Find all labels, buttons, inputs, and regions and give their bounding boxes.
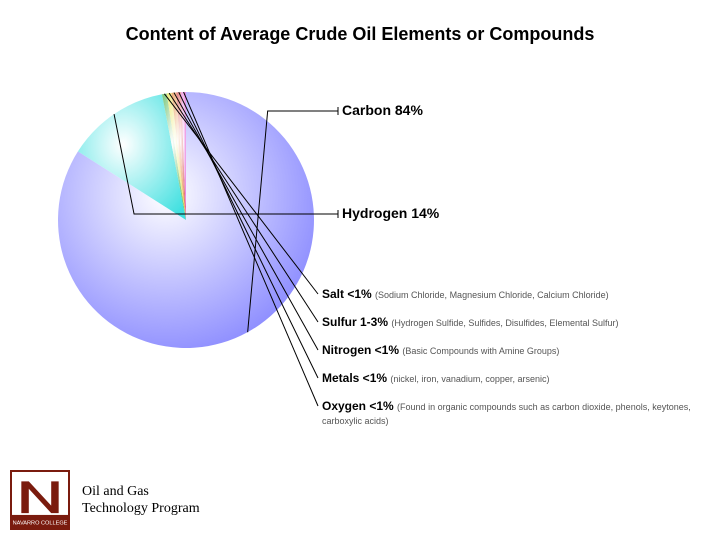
label-oxygen-main: Oxygen <1% bbox=[322, 399, 397, 413]
label-sulfur: Sulfur 1-3% (Hydrogen Sulfide, Sulfides,… bbox=[322, 316, 692, 330]
label-nitrogen-note: (Basic Compounds with Amine Groups) bbox=[402, 346, 559, 356]
label-sulfur-note: (Hydrogen Sulfide, Sulfides, Disulfides,… bbox=[391, 318, 618, 328]
slide-root: Content of Average Crude Oil Elements or… bbox=[0, 0, 720, 540]
label-salt: Salt <1% (Sodium Chloride, Magnesium Chl… bbox=[322, 288, 692, 302]
label-salt-note: (Sodium Chloride, Magnesium Chloride, Ca… bbox=[375, 290, 609, 300]
label-oxygen: Oxygen <1% (Found in organic compounds s… bbox=[322, 400, 692, 428]
label-metals-main: Metals <1% bbox=[322, 371, 390, 385]
chart-title: Content of Average Crude Oil Elements or… bbox=[0, 24, 720, 45]
label-nitrogen-main: Nitrogen <1% bbox=[322, 343, 402, 357]
label-hydrogen: Hydrogen 14% bbox=[342, 205, 712, 222]
label-nitrogen: Nitrogen <1% (Basic Compounds with Amine… bbox=[322, 344, 692, 358]
navarro-logo: NAVARRO COLLEGE bbox=[10, 470, 70, 530]
label-carbon: Carbon 84% bbox=[342, 102, 712, 119]
label-carbon-main: Carbon 84% bbox=[342, 102, 423, 118]
label-metals: Metals <1% (nickel, iron, vanadium, copp… bbox=[322, 372, 692, 386]
label-sulfur-main: Sulfur 1-3% bbox=[322, 315, 391, 329]
footer: NAVARRO COLLEGE Oil and Gas Technology P… bbox=[10, 470, 200, 530]
label-oxygen-note: (Found in organic compounds such as carb… bbox=[322, 402, 691, 426]
label-salt-main: Salt <1% bbox=[322, 287, 375, 301]
footer-line1: Oil and Gas bbox=[82, 483, 200, 501]
logo-caption: NAVARRO COLLEGE bbox=[13, 520, 68, 526]
chart-title-text: Content of Average Crude Oil Elements or… bbox=[126, 24, 595, 44]
footer-caption: Oil and Gas Technology Program bbox=[82, 483, 200, 518]
label-metals-note: (nickel, iron, vanadium, copper, arsenic… bbox=[390, 374, 549, 384]
label-hydrogen-main: Hydrogen 14% bbox=[342, 205, 439, 221]
footer-line2: Technology Program bbox=[82, 500, 200, 518]
pie-chart bbox=[58, 92, 314, 348]
